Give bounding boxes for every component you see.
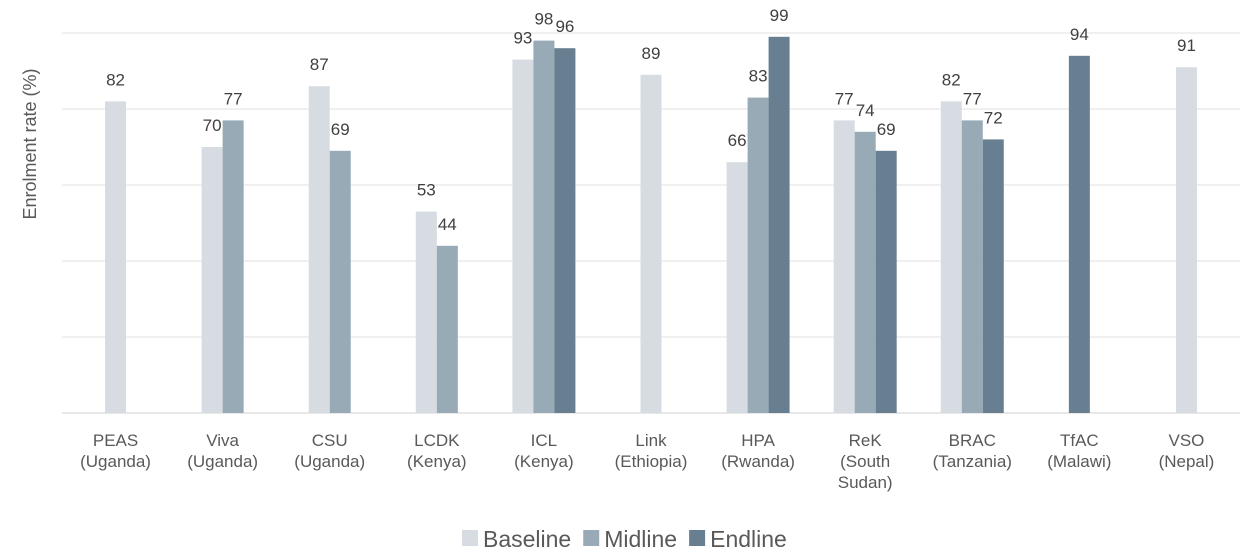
bar-midline-brac [961, 120, 983, 414]
data-label: 66 [728, 131, 747, 150]
data-label: 87 [310, 55, 329, 74]
bar-baseline-hpa [726, 162, 748, 413]
bar-midline-icl [533, 40, 555, 413]
x-tick-label: VSO (Nepal) [1159, 431, 1215, 471]
x-tick-label: HPA (Rwanda) [721, 431, 795, 471]
bar-baseline-viva [201, 147, 223, 413]
bar-baseline-brac [940, 101, 962, 414]
x-tick-label: PEAS (Uganda) [80, 431, 151, 471]
bar-midline-rek [854, 131, 876, 414]
data-label: 93 [513, 29, 532, 48]
legend-label-endline: Endline [710, 526, 787, 552]
data-label: 69 [877, 120, 896, 139]
legend-swatch-endline [689, 530, 706, 546]
data-label: 77 [835, 89, 854, 108]
bar-baseline-icl [512, 59, 534, 413]
bar-endline-rek [875, 150, 897, 414]
data-label: 91 [1177, 36, 1196, 55]
bar-endline-tfac [1068, 55, 1090, 414]
x-tick-label: ICL (Kenya) [514, 431, 574, 471]
data-label: 89 [642, 44, 661, 63]
legend-swatch-baseline [462, 530, 478, 546]
bar-endline-hpa [768, 36, 790, 414]
x-axis-tick-labels: PEAS (Uganda) Viva (Uganda) CSU (Uganda) LCDK(… [80, 431, 1214, 492]
data-label: 70 [203, 116, 222, 135]
bar-endline-brac [982, 139, 1004, 413]
data-label: 83 [749, 67, 768, 86]
x-tick-label: Link (Ethiopia) [615, 431, 688, 471]
legend-swatch-midline [583, 530, 600, 546]
bar-endline-icl [554, 48, 576, 413]
legend-label-midline: Midline [604, 526, 677, 552]
data-label: 82 [942, 70, 961, 89]
legend: Baseline Midline Endline [462, 526, 787, 552]
data-label: 44 [438, 215, 457, 234]
x-tick-label: LCDK (Kenya) [407, 431, 467, 471]
bar-baseline-vso [1175, 67, 1197, 413]
bar-baseline-rek [833, 120, 855, 414]
data-label: 82 [106, 70, 125, 89]
data-label: 99 [770, 6, 789, 25]
x-tick-label: TfAC (Malawi) [1047, 431, 1111, 471]
bar-midline-viva [222, 120, 244, 414]
legend-label-baseline: Baseline [483, 526, 571, 552]
bar-baseline-peas [105, 101, 127, 414]
data-label: 77 [963, 89, 982, 108]
bar-midline-csu [329, 150, 351, 414]
data-label: 53 [417, 181, 436, 200]
bar-midline-hpa [747, 97, 769, 413]
bar-baseline-link [640, 74, 662, 414]
x-tick-label: Viva (Uganda) [187, 431, 258, 471]
x-tick-label: ReK (South Sudan) [838, 431, 893, 492]
bar-baseline-lcdk [415, 211, 437, 413]
data-label: 98 [534, 10, 553, 29]
x-tick-label: BRAC (Tanzania) [933, 431, 1012, 471]
data-label: 77 [224, 89, 243, 108]
y-axis-label: Enrolment rate (%) [20, 68, 40, 219]
data-label: 94 [1070, 25, 1089, 44]
bar-baseline-csu [308, 86, 330, 413]
data-label: 74 [856, 101, 875, 120]
x-tick-label: CSU (Uganda) [294, 431, 365, 471]
bar-midline-lcdk [436, 245, 458, 413]
bars [105, 36, 1197, 414]
data-label: 72 [984, 108, 1003, 127]
data-label: 96 [555, 17, 574, 36]
data-label: 69 [331, 120, 350, 139]
